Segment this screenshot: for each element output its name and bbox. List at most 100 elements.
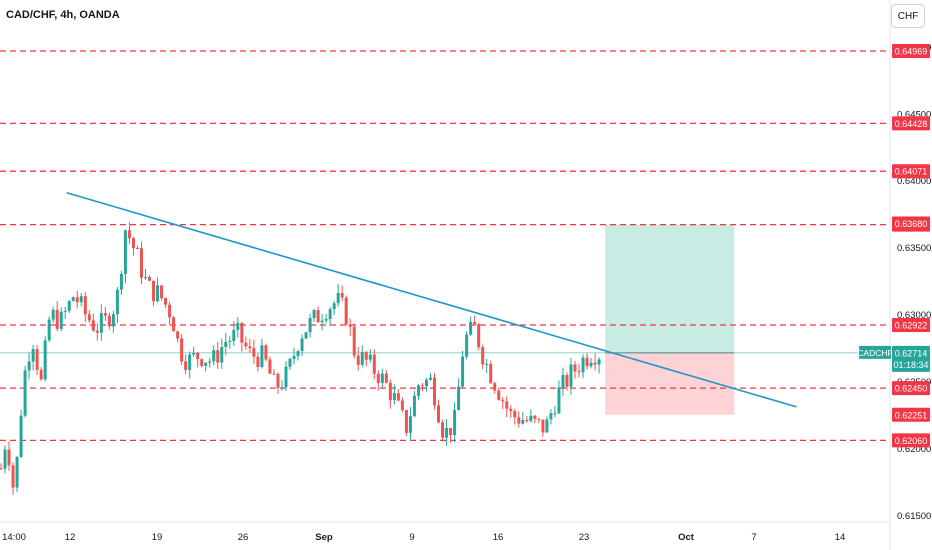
candle-body [79, 296, 83, 303]
candle-body [372, 354, 376, 374]
current-symbol-label: CADCHF [857, 348, 892, 358]
level-tag [892, 43, 930, 58]
candle-body [176, 331, 180, 339]
time-tick-label: 12 [65, 532, 76, 543]
candle-body [168, 304, 172, 318]
price-tag-label: 0.62251 [895, 410, 928, 420]
candle-body [180, 338, 184, 362]
position-box[interactable] [605, 224, 735, 415]
candle-body [388, 382, 392, 401]
horizontal-levels[interactable] [0, 50, 890, 442]
candle-body [280, 387, 284, 389]
candle-body [525, 420, 529, 422]
candle-body [292, 356, 296, 359]
candle-body [55, 309, 59, 329]
candle-body [3, 449, 7, 469]
candle-body [441, 422, 445, 438]
candle-body [15, 456, 19, 488]
level-tag [892, 381, 930, 396]
level-tag [892, 433, 930, 448]
candle-body [384, 373, 388, 383]
candle-body [19, 415, 23, 457]
candle-body [593, 362, 597, 365]
time-tick-label: 19 [152, 532, 163, 543]
candle-body [59, 311, 63, 329]
candle-body [320, 320, 324, 323]
candle-body [11, 465, 15, 488]
candle-body [529, 415, 533, 421]
candle-body [111, 314, 115, 327]
candle-body [521, 420, 525, 424]
candle-body [152, 280, 156, 302]
candle-body [47, 319, 51, 341]
candle-body [23, 370, 27, 416]
candle-body [549, 413, 553, 420]
candle-body [220, 346, 224, 363]
candle-body [123, 230, 127, 275]
candle-body [308, 318, 312, 333]
candle-body [95, 330, 99, 333]
target-zone [605, 224, 735, 353]
candle-body [260, 345, 264, 368]
candle-body [43, 340, 47, 380]
candle-body [224, 342, 228, 347]
price-tag [892, 407, 930, 422]
candle-body [228, 340, 232, 343]
candle-body [288, 358, 292, 367]
candle-body [509, 408, 513, 412]
candle-body [240, 322, 244, 343]
trendline[interactable] [66, 191, 797, 408]
candle-body [485, 363, 489, 365]
candle-body [264, 345, 268, 360]
candle-body [27, 361, 31, 371]
candle-body [244, 342, 248, 347]
candle-body [364, 352, 368, 360]
candle-body [127, 230, 131, 239]
candle-body [71, 297, 75, 301]
candle-body [561, 375, 565, 388]
current-price-tag [892, 345, 930, 372]
candle-body [252, 348, 256, 357]
time-tick-label: 14:00 [2, 532, 26, 543]
candle-body [208, 361, 212, 363]
candle-body [216, 350, 220, 363]
level-tag-label: 0.64071 [895, 167, 928, 177]
grid [0, 0, 891, 550]
candle-body [232, 329, 236, 341]
candle-body [39, 369, 43, 380]
candle-body [424, 379, 428, 387]
current-symbol-tag [859, 345, 891, 359]
price-axis[interactable]: 0.650000.645000.640000.635000.630000.625… [857, 42, 931, 521]
candle-body [505, 401, 509, 409]
candle-body [533, 415, 537, 419]
candle-body [75, 297, 79, 303]
candle-body [35, 349, 39, 370]
candle-body [0, 468, 3, 470]
candle-body [7, 449, 11, 466]
candle-body [212, 350, 216, 362]
candle-body [597, 359, 601, 365]
candle-body [160, 285, 164, 299]
candle-body [340, 292, 344, 298]
candle-body [497, 390, 501, 400]
candle-body [51, 309, 55, 320]
candle-body [433, 377, 437, 406]
candle-body [449, 427, 453, 436]
current-price-label: 0.62714 [895, 348, 928, 358]
currency-button[interactable]: CHF [891, 4, 925, 28]
time-tick-label: 16 [493, 532, 504, 543]
candle-body [31, 349, 35, 362]
candle-body [312, 309, 316, 319]
candle-body [408, 416, 412, 433]
candle-body [513, 411, 517, 418]
candle-body [581, 357, 585, 373]
candle-body [569, 364, 573, 387]
candle-body [119, 274, 123, 290]
candle-body [200, 359, 204, 366]
candle-body [400, 400, 404, 411]
candle-body [115, 289, 119, 315]
candle-body [348, 324, 352, 327]
time-axis[interactable]: 14:00 12 19 26 Sep 9 16 23 Oct 7 14 [2, 532, 845, 543]
time-tick-label: Oct [678, 532, 695, 543]
